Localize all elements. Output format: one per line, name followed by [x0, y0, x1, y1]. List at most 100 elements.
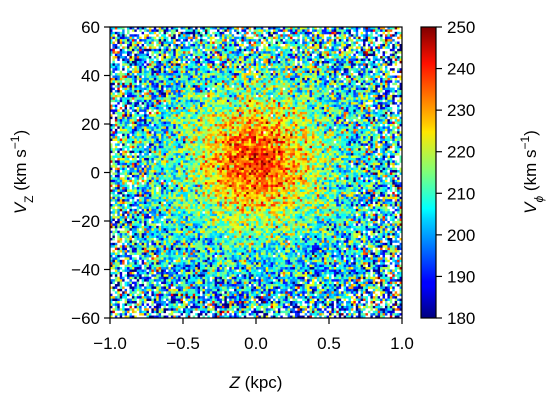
heatmap-cell: [129, 97, 133, 101]
heatmap-cell: [273, 70, 276, 74]
heatmap-cell: [329, 43, 332, 47]
heatmap-cell: [161, 75, 164, 79]
heatmap-cell: [343, 70, 347, 74]
heatmap-cell: [324, 94, 327, 98]
heatmap-cell: [270, 85, 274, 88]
heatmap-cell: [134, 80, 138, 84]
heatmap-cell: [127, 51, 130, 54]
heatmap-cell: [119, 90, 123, 93]
heatmap-cell: [333, 48, 337, 52]
heatmap-cell: [131, 53, 135, 57]
heatmap-cell: [287, 94, 291, 98]
heatmap-cell: [207, 63, 211, 67]
heatmap-cell: [268, 39, 271, 42]
heatmap-cell: [185, 77, 189, 81]
heatmap-cell: [158, 63, 162, 67]
heatmap-cell: [282, 90, 286, 93]
heatmap-cell: [185, 39, 189, 42]
heatmap-cell: [336, 73, 340, 76]
heatmap-cell: [324, 41, 327, 45]
heatmap-cell: [265, 56, 269, 59]
heatmap-cell: [348, 51, 352, 54]
heatmap-cell: [243, 58, 247, 62]
heatmap-cell: [292, 104, 296, 108]
heatmap-cell: [307, 53, 310, 57]
heatmap-cell: [277, 31, 281, 35]
heatmap-cell: [280, 75, 284, 79]
heatmap-cell: [350, 97, 354, 101]
heatmap-cell: [387, 77, 391, 81]
heatmap-cell: [353, 31, 357, 35]
heatmap-cell: [363, 97, 366, 101]
heatmap-cell: [258, 82, 262, 86]
heatmap-cell: [260, 73, 264, 76]
heatmap-cell: [251, 107, 254, 110]
heatmap-cell: [163, 87, 167, 91]
heatmap-cell: [175, 51, 179, 54]
heatmap-cell: [392, 36, 395, 40]
heatmap-cell: [341, 56, 344, 59]
heatmap-cell: [399, 70, 403, 74]
heatmap-cell: [253, 77, 257, 81]
heatmap-cell: [338, 58, 342, 62]
heatmap-cell: [331, 116, 335, 120]
heatmap-cell: [258, 60, 262, 64]
heatmap-cell: [231, 31, 235, 35]
heatmap-cell: [265, 65, 269, 69]
heatmap-cell: [251, 51, 254, 54]
heatmap-cell: [331, 73, 335, 76]
heatmap-cell: [380, 82, 383, 86]
heatmap-cell: [251, 111, 254, 115]
heatmap-cell: [187, 63, 191, 67]
heatmap-cell: [139, 46, 142, 50]
heatmap-cell: [363, 124, 366, 127]
heatmap-cell: [212, 70, 215, 74]
heatmap-cell: [290, 87, 293, 91]
heatmap-cell: [161, 107, 164, 110]
heatmap-cell: [290, 27, 293, 30]
heatmap-cell: [146, 39, 150, 42]
heatmap-cell: [311, 31, 315, 35]
heatmap-cell: [302, 92, 305, 96]
heatmap-cell: [153, 58, 157, 62]
heatmap-cell: [243, 36, 247, 40]
heatmap-cell: [146, 99, 150, 103]
heatmap-cell: [178, 43, 181, 47]
heatmap-cell: [139, 63, 142, 67]
heatmap-cell: [124, 56, 128, 59]
heatmap-cell: [285, 46, 288, 50]
heatmap-cell: [165, 75, 169, 79]
heatmap-cell: [348, 41, 352, 45]
heatmap-cell: [214, 119, 218, 122]
heatmap-cell: [231, 99, 235, 103]
heatmap-cell: [231, 56, 235, 59]
heatmap-cell: [263, 29, 267, 33]
heatmap-cell: [285, 94, 288, 98]
heatmap-cell: [302, 114, 305, 118]
heatmap-cell: [367, 31, 371, 35]
heatmap-cell: [253, 87, 257, 91]
heatmap-cell: [348, 121, 352, 125]
heatmap-cell: [122, 27, 125, 30]
heatmap-cell: [229, 111, 232, 115]
heatmap-cell: [268, 90, 271, 93]
heatmap-cell: [122, 77, 125, 81]
heatmap-cell: [187, 75, 191, 79]
heatmap-cell: [314, 124, 318, 127]
heatmap-cell: [207, 29, 211, 33]
heatmap-cell: [122, 63, 125, 67]
heatmap-cell: [197, 104, 201, 108]
heatmap-cell: [292, 107, 296, 110]
heatmap-cell: [195, 31, 198, 35]
heatmap-cell: [214, 43, 218, 47]
heatmap-cell: [238, 68, 242, 71]
heatmap-cell: [333, 53, 337, 57]
heatmap-cell: [248, 58, 252, 62]
heatmap-cell: [248, 48, 252, 52]
heatmap-cell: [302, 68, 305, 71]
heatmap-cell: [200, 107, 203, 110]
heatmap-cell: [392, 56, 395, 59]
heatmap-cell: [375, 39, 378, 42]
heatmap-cell: [139, 77, 142, 81]
heatmap-cell: [343, 75, 347, 79]
